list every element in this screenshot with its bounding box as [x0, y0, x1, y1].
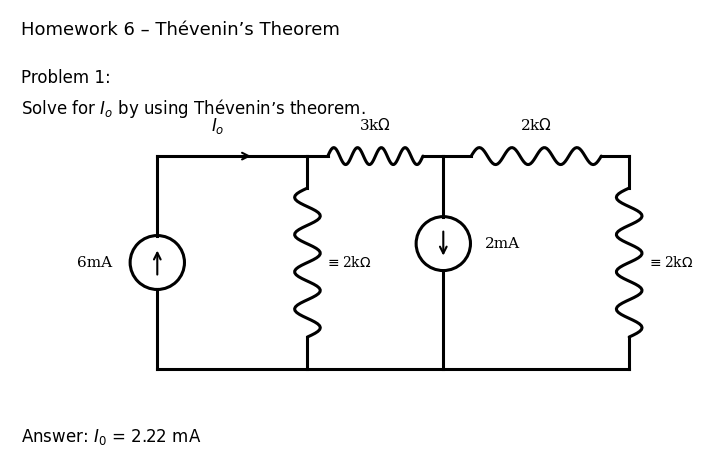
Text: Solve for $I_o$ by using Thévenin’s theorem.: Solve for $I_o$ by using Thévenin’s theo… — [21, 97, 366, 120]
Text: Homework 6 – Thévenin’s Theorem: Homework 6 – Thévenin’s Theorem — [21, 21, 340, 39]
Text: 2k$\Omega$: 2k$\Omega$ — [521, 117, 552, 133]
Text: Problem 1:: Problem 1: — [21, 69, 112, 87]
Text: $\equiv$2k$\Omega$: $\equiv$2k$\Omega$ — [325, 255, 372, 270]
Text: $\equiv$2k$\Omega$: $\equiv$2k$\Omega$ — [647, 255, 694, 270]
Text: Answer: $I_0$ = 2.22 mA: Answer: $I_0$ = 2.22 mA — [21, 427, 202, 447]
Text: 2mA: 2mA — [485, 236, 520, 251]
Text: 6mA: 6mA — [77, 255, 112, 270]
Text: 3k$\Omega$: 3k$\Omega$ — [360, 117, 391, 133]
Text: $I_o$: $I_o$ — [212, 116, 225, 136]
